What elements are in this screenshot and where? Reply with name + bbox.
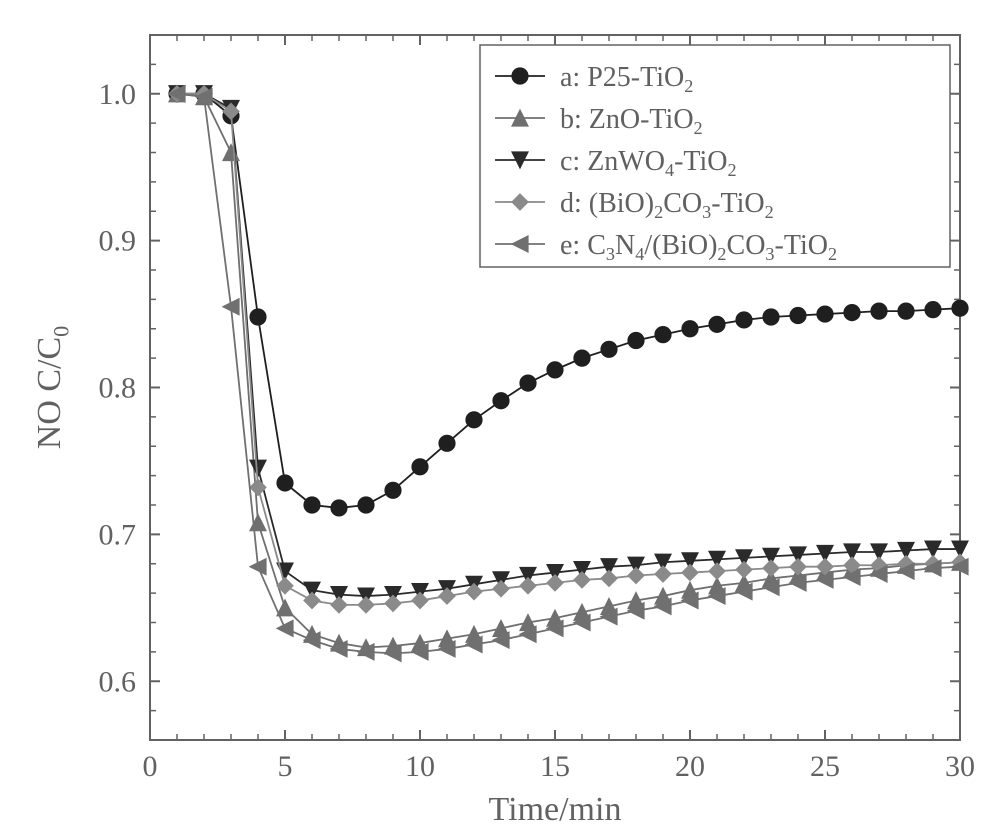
x-axis-label: Time/min [489,791,622,828]
y-axis-label: NO C/C0 [31,326,74,449]
svg-text:NO C/C0: NO C/C0 [31,326,74,449]
chart-container: 0 5 10 15 20 25 30 Time/min 0.6 0.7 0.8 0.9 1.0 NO C/… [0,0,1000,834]
chart-svg: 0 5 10 15 20 25 30 Time/min 0.6 0.7 0.8 0.9 1.0 NO C/… [0,0,1000,834]
legend-label-e: e: C3N4/(BiO)2CO3-TiO2 [560,230,837,264]
y-tick-label: 0.6 [99,665,137,698]
legend-label-a: a: P25-TiO2 [560,62,693,96]
x-tick-label: 10 [405,750,435,783]
x-tick-label: 30 [945,750,975,783]
y-tick-label: 0.8 [99,372,137,405]
legend-label-d: d: (BiO)2CO3-TiO2 [560,188,774,222]
y-tick-label: 0.7 [99,518,137,551]
y-tick-label: 0.9 [99,225,137,258]
plot-frame [150,35,960,740]
y-tick-label: 1.0 [99,78,137,111]
x-tick-label: 5 [278,750,293,783]
x-tick-label: 25 [810,750,840,783]
x-tick-label: 0 [143,750,158,783]
legend-label-b: b: ZnO-TiO2 [560,104,703,138]
x-tick-label: 20 [675,750,705,783]
x-tick-label: 15 [540,750,570,783]
legend-label-c: c: ZnWO4-TiO2 [560,146,737,180]
